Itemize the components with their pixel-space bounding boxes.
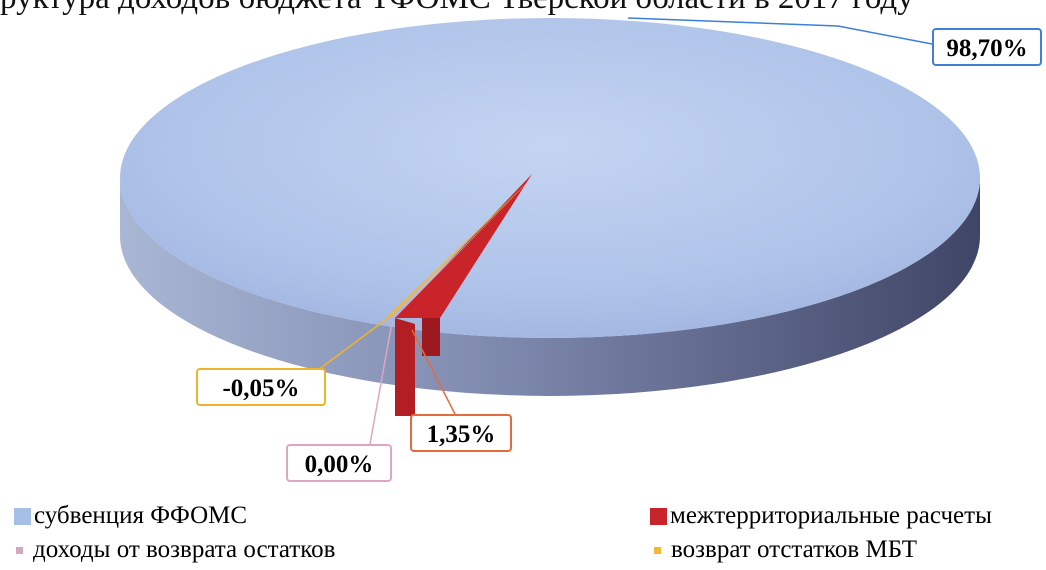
legend-item-subvention: субвенция ФФОМС xyxy=(14,502,247,530)
legend-swatch-yellow xyxy=(654,546,661,554)
legend-item-interterritorial: межтерриториальные расчеты xyxy=(650,502,992,530)
pie-slice-subvention xyxy=(120,18,980,338)
pie-slice-mbt-return xyxy=(386,172,538,318)
legend-swatch-blue xyxy=(14,507,31,525)
legend-swatch-pink xyxy=(16,546,23,554)
legend-item-mbt-return: возврат отстатков МБТ xyxy=(654,536,917,564)
legend-label: субвенция ФФОМС xyxy=(34,502,248,529)
leader-interterritorial xyxy=(411,329,456,415)
pie-chart xyxy=(120,17,980,445)
data-label-returned-remainders: 0,00% xyxy=(286,444,392,482)
legend-label: возврат отстатков МБТ xyxy=(671,536,917,563)
pie-slice-interterritorial-side xyxy=(395,318,415,416)
leader-subvention xyxy=(627,17,933,45)
pie-slice-interterritorial-edge xyxy=(422,318,440,356)
data-label-subvention: 98,70% xyxy=(932,28,1042,66)
data-label-mbt-return: -0,05% xyxy=(196,368,326,406)
data-label-interterritorial: 1,35% xyxy=(410,414,512,452)
chart-legend: субвенция ФФОМС межтерриториальные расче… xyxy=(0,502,1046,570)
leader-returned-remainders xyxy=(369,321,393,445)
legend-item-returned-remainders: доходы от возврата остатков xyxy=(16,536,335,564)
leader-mbt-return xyxy=(317,317,389,371)
pie-slice-returned-remainders xyxy=(391,172,538,320)
legend-label: доходы от возврата остатков xyxy=(33,536,336,563)
legend-label: межтерриториальные расчеты xyxy=(670,502,992,529)
chart-title-cropped: руктура доходов бюджета ТФОМС Тверской о… xyxy=(0,0,1046,18)
pie-side-wall xyxy=(120,178,980,396)
legend-swatch-red xyxy=(650,507,667,525)
